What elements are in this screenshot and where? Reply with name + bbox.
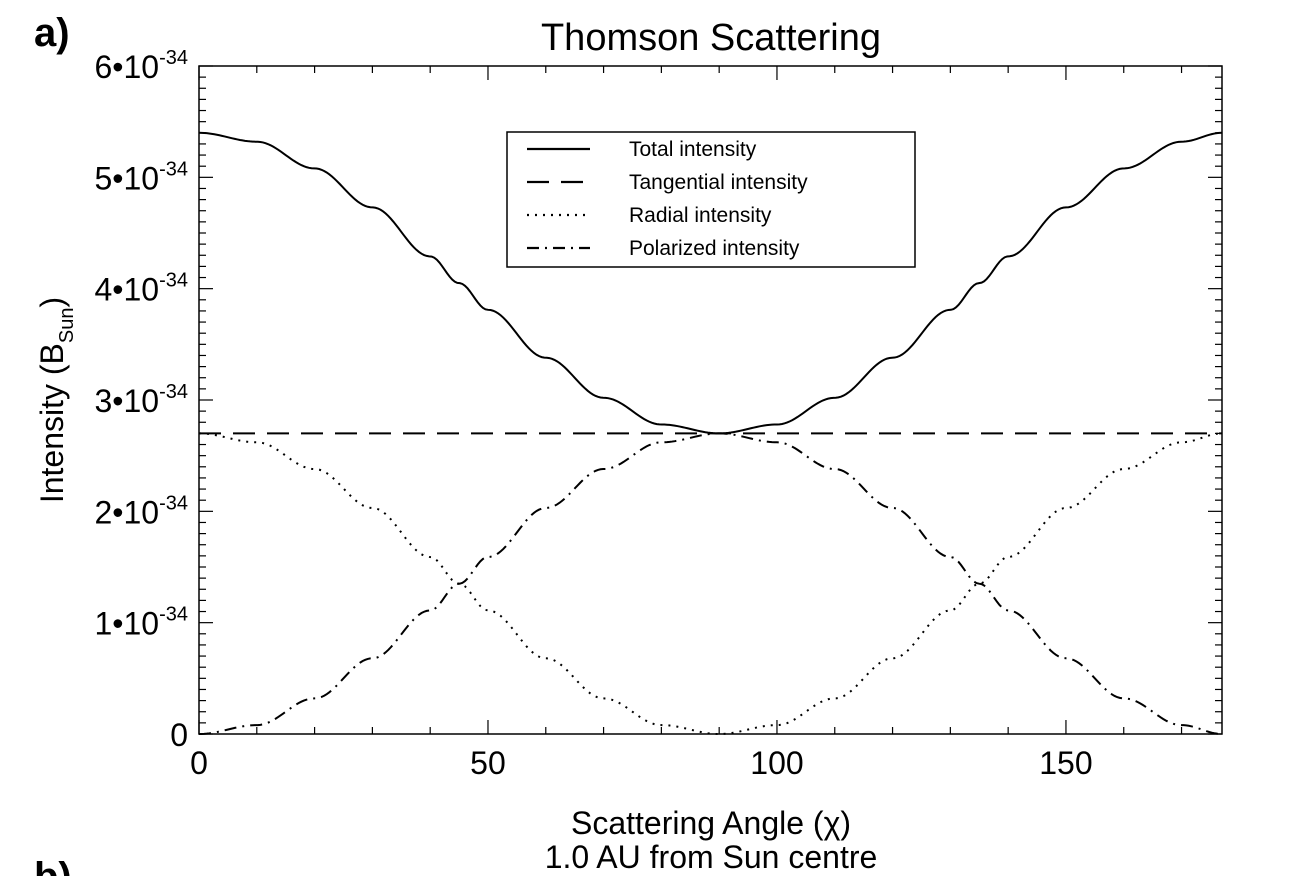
chart-title: Thomson Scattering [541,17,881,59]
y-tick-label: 6•10-34 [95,47,189,85]
panel-label-b: b) [34,855,72,876]
x-axis: 0 50 100 150 [190,66,1183,781]
y-axis-label-close: ) [34,297,70,308]
x-tick-label: 0 [190,745,208,781]
y-tick-label: 5•10-34 [95,158,189,196]
x-tick-label: 50 [470,745,506,781]
y-axis-label-main: Intensity (B [34,343,70,503]
legend-label: Radial intensity [629,204,772,227]
legend-label: Polarized intensity [629,237,800,260]
y-tick-label: 3•10-34 [95,381,189,419]
legend: Total intensity Tangential intensity Radia… [506,131,916,268]
x-tick-label: 150 [1039,745,1092,781]
panel-label-a: a) [34,11,70,55]
x-axis-label: Scattering Angle (χ) [571,805,851,841]
y-tick-label: 4•10-34 [95,270,189,308]
legend-box [506,131,916,268]
y-tick-label: 0 [170,717,188,753]
legend-label: Tangential intensity [629,171,808,194]
series-line-polarized-intensity [198,432,1223,735]
x-tick-label: 100 [750,745,803,781]
y-axis-label: Intensity (BSun) [34,297,78,503]
chart-subtitle: 1.0 AU from Sun centre [545,839,878,875]
legend-label: Total intensity [629,138,757,161]
y-axis: 0 1•10-34 2•10-34 3•10-34 4•10-34 5•10-34 6•10… [95,47,1222,753]
y-axis-label-sub: Sun [56,308,78,344]
y-tick-label: 1•10-34 [95,604,189,642]
series-lines [198,131,1223,735]
series-line-radial-intensity [198,432,1223,735]
y-tick-label: 2•10-34 [95,492,189,530]
